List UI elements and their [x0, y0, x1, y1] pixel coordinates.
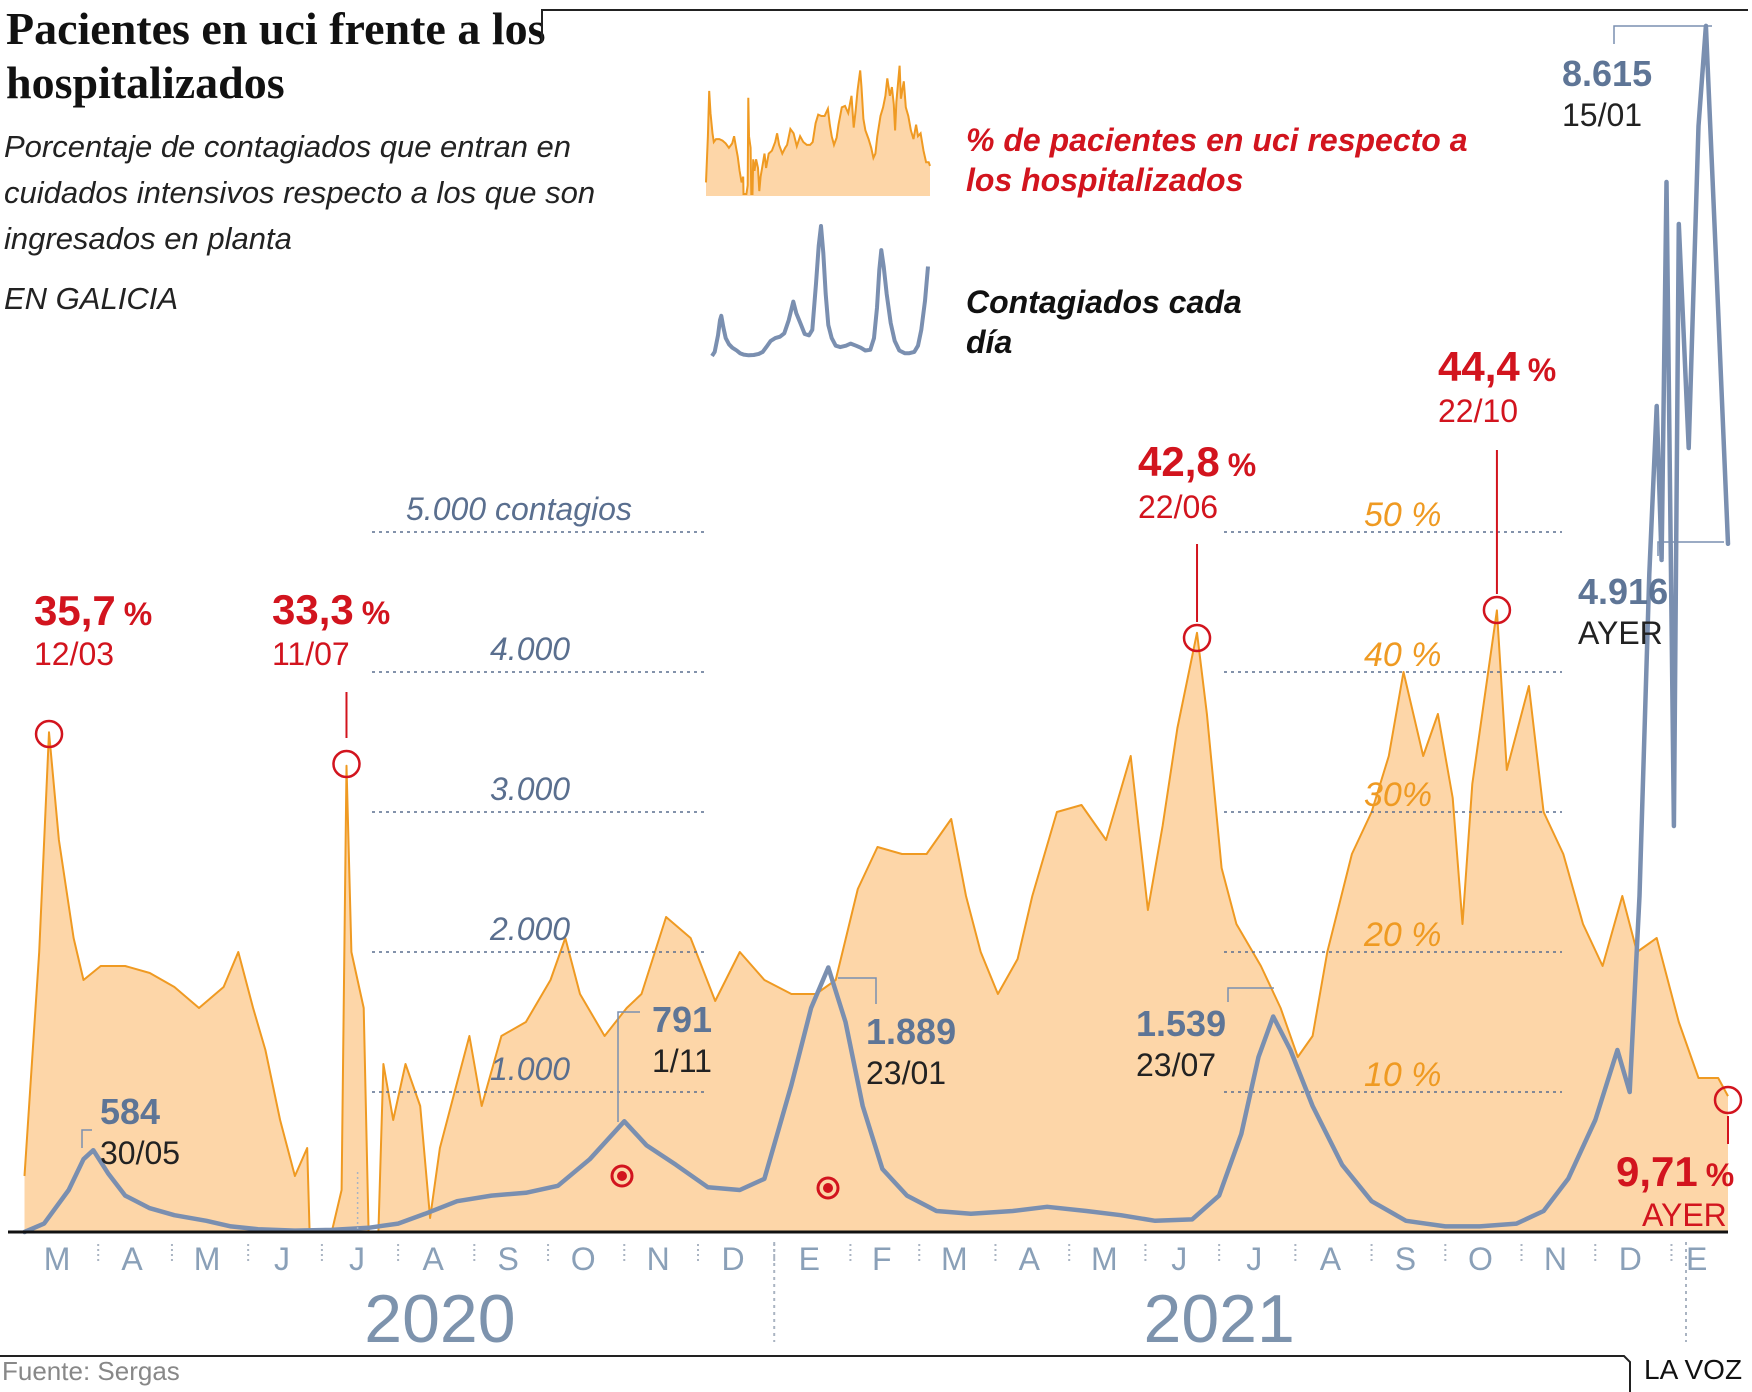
- cases-tick-label-2: 2.000: [489, 911, 570, 947]
- pct-tick-label-3: 30%: [1364, 776, 1432, 814]
- uci-peak-date-4: 22/10: [1438, 393, 1518, 429]
- month-label-10: D: [722, 1241, 745, 1277]
- cases-tick-label-1: 1.000: [490, 1051, 570, 1087]
- month-label-1: M: [44, 1241, 71, 1277]
- year-label-2020: 2020: [364, 1281, 515, 1357]
- month-label-23: E: [1686, 1241, 1707, 1277]
- chart-subtitle: Porcentaje de contagiados que entran en …: [4, 129, 596, 256]
- month-label-19: S: [1395, 1241, 1416, 1277]
- uci-peak-date-3: 22/06: [1138, 489, 1218, 525]
- month-label-21: N: [1544, 1241, 1567, 1277]
- cases-annotation-date-4: 23/07: [1136, 1047, 1216, 1083]
- footer-line: [0, 1355, 1631, 1392]
- uci-peak-marker-5: [1713, 1085, 1743, 1115]
- uci-peak-value-1: 35,7%: [34, 587, 152, 634]
- cases-annotation-date-3: 23/01: [866, 1055, 946, 1091]
- uci-peak-date-5: AYER: [1642, 1197, 1727, 1233]
- pct-tick-label-5: 50 %: [1364, 496, 1442, 534]
- legend-uci-swatch-fill: [706, 65, 930, 196]
- cases-annotation-value-4: 1.539: [1136, 1003, 1226, 1044]
- uci-peak-date-1: 12/03: [34, 636, 114, 672]
- uci-peak-date-2: 11/07: [272, 636, 350, 672]
- title-frame-line: [541, 9, 1748, 42]
- cases-annotation-leader-5: [1613, 25, 1712, 44]
- month-label-4: J: [274, 1241, 290, 1277]
- month-label-3: M: [194, 1241, 221, 1277]
- uci-area-fill: [24, 610, 1728, 1232]
- cases-annotation-date-5: 15/01: [1562, 97, 1642, 133]
- brand-logo-text: LA VOZ: [1644, 1354, 1743, 1385]
- month-label-8: O: [571, 1241, 596, 1277]
- month-label-15: M: [1091, 1241, 1118, 1277]
- year-label-2021: 2021: [1144, 1281, 1295, 1357]
- cases-annotation-date-6: AYER: [1578, 615, 1663, 651]
- pct-tick-label-4: 40 %: [1364, 636, 1442, 674]
- cases-tick-label-4: 4.000: [490, 631, 570, 667]
- cases-annotation-value-6: 4.916: [1578, 571, 1668, 612]
- legend-uci-swatch-line: [705, 65, 931, 195]
- month-label-22: D: [1619, 1241, 1642, 1277]
- cases-annotation-leader-1: [81, 1129, 92, 1148]
- source-note: Fuente: Sergas: [2, 1356, 180, 1386]
- cases-annotation-value-5: 8.615: [1562, 53, 1652, 94]
- cases-tick-label-3: 3.000: [490, 771, 570, 807]
- chart-title: Pacientes en uci frente a los hospitaliz…: [6, 3, 546, 108]
- cases-tick-label-5: 5.000 contagios: [406, 491, 632, 527]
- month-label-12: F: [872, 1241, 892, 1277]
- month-label-13: M: [941, 1241, 968, 1277]
- month-label-16: J: [1171, 1241, 1187, 1277]
- cases-annotation-date-2: 1/11: [652, 1043, 712, 1079]
- legend-cases-label: Contagiados cada día: [966, 284, 1242, 360]
- uci-minor-marker-2: [816, 1176, 840, 1200]
- uci-peak-value-4: 44,4%: [1438, 343, 1556, 390]
- cases-series-line: [22, 23, 1731, 1235]
- uci-peak-marker-2: [332, 749, 361, 779]
- legend-uci-label: % de pacientes en uci respecto a los hos…: [966, 122, 1468, 198]
- cases-annotation-value-1: 584: [100, 1091, 160, 1132]
- legend-cases-swatch-line: [710, 224, 930, 358]
- pct-tick-label-1: 10 %: [1364, 1056, 1442, 1094]
- month-label-17: J: [1246, 1241, 1262, 1277]
- region-label: EN GALICIA: [4, 281, 178, 316]
- pct-tick-label-2: 20 %: [1363, 916, 1442, 954]
- uci-peak-marker-4: [1482, 595, 1512, 625]
- cases-annotation-leader-6: [1657, 541, 1724, 556]
- uci-minor-dot-2: [823, 1183, 833, 1193]
- month-label-9: N: [647, 1241, 670, 1277]
- uci-peak-value-2: 33,3%: [272, 586, 390, 633]
- month-label-5: J: [349, 1241, 365, 1277]
- uci-minor-dot-1: [617, 1171, 627, 1181]
- month-label-18: A: [1320, 1241, 1342, 1277]
- month-label-7: S: [498, 1241, 519, 1277]
- month-label-14: A: [1019, 1241, 1041, 1277]
- month-label-11: E: [799, 1241, 820, 1277]
- cases-annotation-date-1: 30/05: [100, 1135, 180, 1171]
- month-label-20: O: [1468, 1241, 1493, 1277]
- month-label-2: A: [121, 1241, 143, 1277]
- uci-peak-marker-3: [1182, 623, 1212, 653]
- uci-peak-value-3: 42,8%: [1138, 438, 1256, 485]
- cases-annotation-leader-4: [1227, 987, 1274, 1002]
- month-label-6: A: [423, 1241, 445, 1277]
- cases-annotation-value-2: 791: [652, 999, 712, 1040]
- uci-minor-marker-1: [610, 1164, 634, 1188]
- uci-peak-marker-1: [34, 719, 64, 749]
- cases-annotation-leader-3: [838, 977, 877, 1004]
- cases-annotation-leader-2: [617, 1011, 640, 1122]
- uci-peak-value-5: 9,71%: [1616, 1148, 1734, 1195]
- cases-annotation-value-3: 1.889: [866, 1011, 956, 1052]
- uci-series-line: [23, 609, 1729, 1233]
